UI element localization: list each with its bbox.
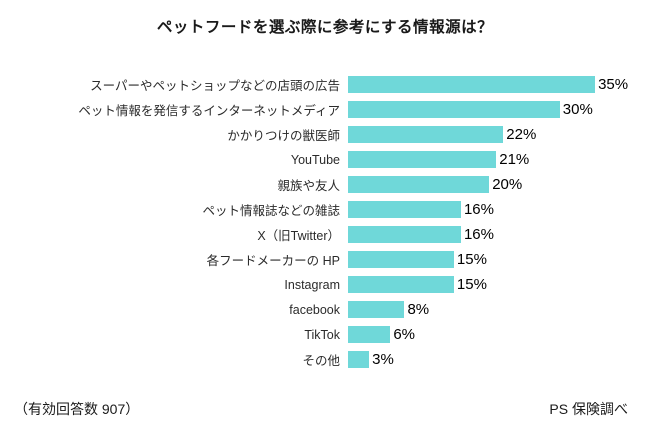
value-label: 20% [492, 176, 523, 193]
category-label: 各フードメーカーの HP [206, 254, 340, 268]
bar [348, 326, 391, 343]
bar-track: 20% [348, 172, 632, 197]
value-label: 8% [407, 301, 430, 318]
bar [348, 251, 454, 268]
category-label: X（旧Twitter） [257, 229, 340, 243]
bar-track: 30% [348, 97, 632, 122]
bar [348, 351, 370, 368]
bar [348, 201, 461, 218]
bar-track: 3% [348, 347, 632, 372]
chart-row: その他 3% [50, 347, 632, 372]
bar-track: 6% [348, 322, 632, 347]
category-label: スーパーやペットショップなどの店頭の広告 [90, 79, 340, 93]
chart-row: X（旧Twitter） 16% [50, 222, 632, 247]
value-label: 16% [463, 226, 494, 243]
chart-row: 親族や友人 20% [50, 172, 632, 197]
chart-row: ペット情報を発信するインターネットメディア 30% [50, 97, 632, 122]
chart-row: 各フードメーカーの HP 15% [50, 247, 632, 272]
chart-row: facebook 8% [50, 297, 632, 322]
value-label: 30% [562, 101, 593, 118]
bar [348, 226, 461, 243]
bar-track: 16% [348, 197, 632, 222]
bar [348, 301, 405, 318]
bar-track: 15% [348, 272, 632, 297]
bar [348, 76, 596, 93]
bar [348, 151, 497, 168]
value-label: 15% [456, 251, 487, 268]
bar-track: 21% [348, 147, 632, 172]
value-label: 6% [393, 326, 416, 343]
value-label: 21% [499, 151, 530, 168]
chart-row: Instagram 15% [50, 272, 632, 297]
category-label: 親族や友人 [277, 179, 340, 193]
bar [348, 126, 504, 143]
value-label: 22% [506, 126, 537, 143]
source-credit: PS 保険調べ [549, 401, 628, 417]
value-label: 35% [598, 76, 629, 93]
category-label: TikTok [304, 327, 340, 342]
bar-track: 35% [348, 72, 632, 97]
bar-track: 8% [348, 297, 632, 322]
sample-size-note: （有効回答数 907） [14, 401, 140, 417]
chart-row: TikTok 6% [50, 322, 632, 347]
category-label: facebook [289, 302, 340, 317]
category-label: Instagram [284, 277, 340, 292]
bar-track: 16% [348, 222, 632, 247]
category-label: ペット情報を発信するインターネットメディア [78, 104, 340, 118]
bar-track: 15% [348, 247, 632, 272]
chart-row: YouTube 21% [50, 147, 632, 172]
bar [348, 276, 454, 293]
chart-row: ペット情報誌などの雑誌 16% [50, 197, 632, 222]
chart-title: ペットフードを選ぶ際に参考にする情報源は？ [156, 19, 494, 36]
value-label: 16% [463, 201, 494, 218]
value-label: 3% [372, 351, 394, 368]
bar [348, 101, 560, 118]
chart-row: スーパーやペットショップなどの店頭の広告 35% [50, 72, 632, 97]
chart-rows: スーパーやペットショップなどの店頭の広告 35% ペット情報を発信するインターネット… [50, 72, 632, 372]
bar [348, 176, 490, 193]
bar-track: 22% [348, 122, 632, 147]
category-label: その他 [302, 354, 340, 368]
chart-row: かかりつけの獣医師 22% [50, 122, 632, 147]
bar-chart: スーパーやペットショップなどの店頭の広告 35% ペット情報を発信するインターネット… [50, 72, 632, 372]
category-label: ペット情報誌などの雑誌 [202, 204, 340, 218]
category-label: YouTube [290, 152, 340, 167]
category-label: かかりつけの獣医師 [227, 129, 340, 143]
value-label: 15% [456, 276, 487, 293]
